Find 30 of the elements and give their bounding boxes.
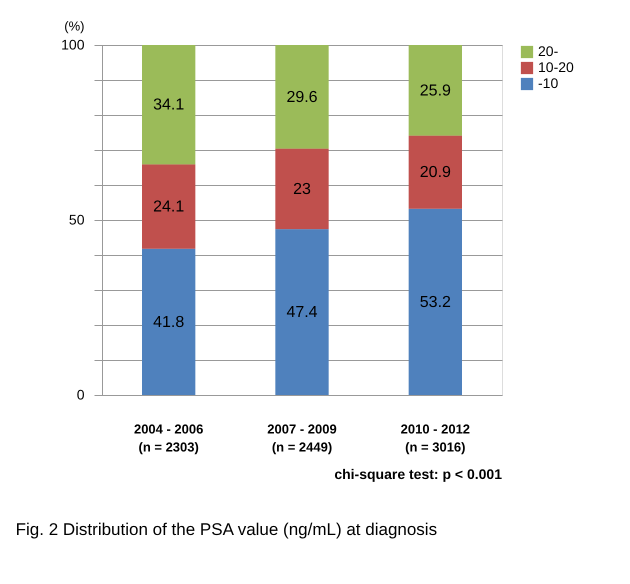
x-tick-label: 2007 - 2009 (n = 2449) [267,422,337,454]
legend-label: 10-20 [538,59,574,75]
bar [408,208,462,395]
y-axis-title: (%) [64,18,84,34]
y-tick-label: 100 [61,36,85,52]
data-label: 53.2 [420,294,452,311]
data-label: 25.9 [420,82,452,100]
y-tick-label: 50 [68,212,85,228]
data-label: 34.1 [153,96,184,114]
bar [275,45,329,149]
legend-label: 20- [538,43,559,59]
text: Fig. 2 Distribution of the PSA value (ng/mL) at diagnosis [16,520,438,539]
bar [408,136,462,209]
data-label: 23 [293,180,311,198]
bar [275,148,329,230]
data-label: 24.1 [153,198,184,216]
bar [142,45,196,164]
x-tick-label: 2010 - 2012 (n = 3016) [400,422,470,454]
data-label: 20.9 [420,164,452,182]
y-tick-label: 0 [76,386,85,402]
bar [408,45,462,136]
bar [275,229,329,395]
legend-label: -10 [538,75,558,91]
x-tick-label: 2004 - 2006 (n = 2303) [134,422,204,454]
text: chi-square test: p < 0.001 [334,466,502,482]
bar [142,248,196,395]
data-label: 41.8 [153,314,184,331]
data-label: 47.4 [286,304,318,322]
bar [142,164,196,249]
data-label: 29.6 [286,88,318,106]
